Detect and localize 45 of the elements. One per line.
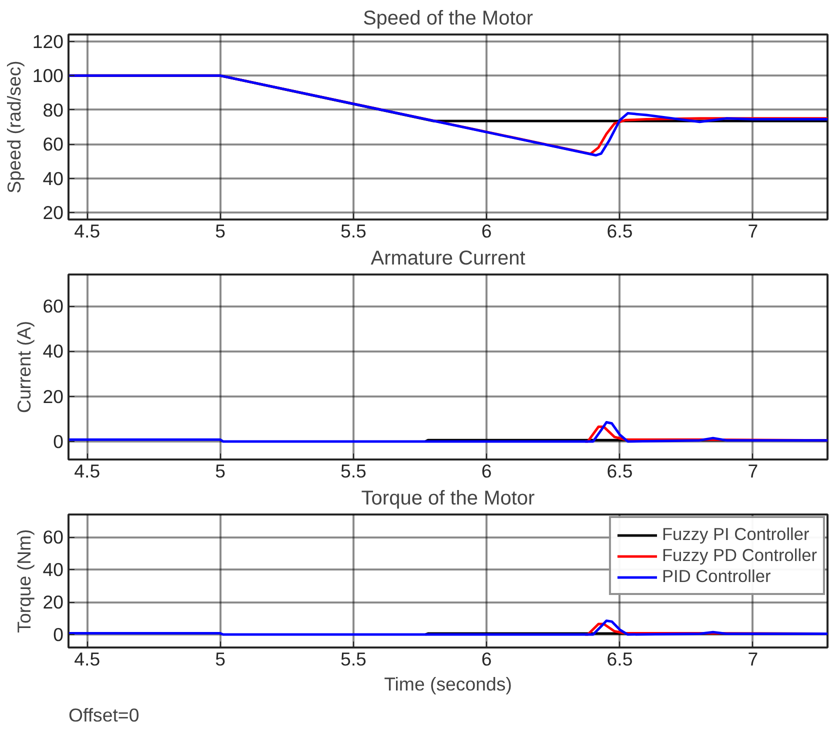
x-tick-label: 6.5 [606,220,633,242]
x-tick-label: 5.5 [340,648,366,670]
x-tick-label: 5 [215,220,226,242]
line-series [68,619,828,636]
x-tick-label: 4.5 [74,648,100,670]
y-tick-label: 20 [42,202,64,224]
x-tick-label: 6.5 [606,648,633,670]
x-tick-label: 5 [215,648,226,670]
x-tick-label: 6 [481,648,492,670]
y-tick-label: 20 [42,386,64,407]
y-tick-label: 120 [32,30,64,52]
y-tick-label: 0 [53,624,64,646]
y-axis-title: Torque (Nm) [14,529,35,633]
x-tick-label: 4.5 [74,220,100,242]
legend-label: Fuzzy PI Controller [662,524,810,545]
legend-label: PID Controller [662,566,771,587]
x-tick-label: 4.5 [74,460,100,482]
y-tick-label: 60 [42,296,64,317]
y-tick-label: 40 [42,559,64,580]
x-axis-title: Time (seconds) [384,674,512,694]
line-series [68,421,828,443]
y-tick-label: 100 [32,65,64,86]
y-axis-title: Speed (rad/sec) [3,60,24,194]
x-tick-label: 6.5 [606,460,633,482]
x-tick-label: 5.5 [340,220,366,242]
text: Offset=0 [68,704,140,726]
x-tick-label: 7 [748,648,758,670]
y-tick-label: 0 [53,430,64,452]
x-tick-label: 6 [481,220,492,242]
y-tick-label: 60 [42,526,64,548]
chart-title: Speed of the Motor [362,8,534,30]
y-tick-label: 60 [42,134,64,155]
y-tick-label: 40 [42,340,64,362]
y-axis-title: Current (A) [14,320,35,414]
x-tick-label: 5.5 [340,460,366,482]
chart-title: Armature Current [370,248,526,270]
x-tick-label: 7 [748,220,758,242]
y-tick-label: 20 [42,592,64,613]
x-tick-label: 6 [481,460,492,482]
y-tick-label: 40 [42,168,64,189]
y-tick-label: 80 [42,99,64,120]
x-tick-label: 7 [748,460,758,482]
chart-title: Torque of the Motor [361,488,536,510]
x-tick-label: 5 [215,460,226,482]
legend-label: Fuzzy PD Controller [662,545,817,566]
